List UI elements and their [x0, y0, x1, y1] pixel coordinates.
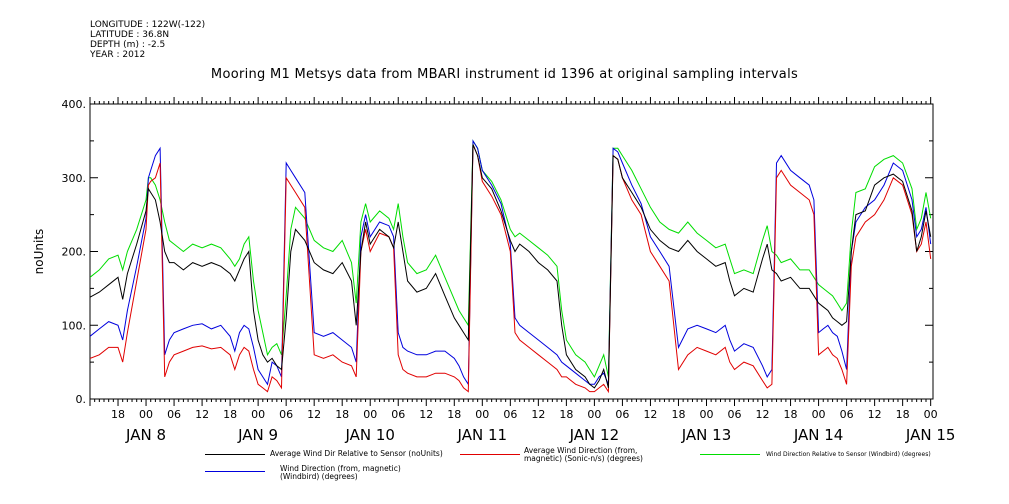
x-hour-label: 06: [391, 408, 405, 421]
latitude-label: LATITUDE : 36.8N: [90, 30, 170, 40]
legend-swatch-sonic: [460, 454, 520, 455]
x-hour-label: 06: [728, 408, 742, 421]
y-tick-label: 200.: [62, 246, 87, 259]
x-date-label: JAN 12: [569, 426, 620, 444]
series-line-windbird-mag: [90, 139, 932, 386]
x-hour-label: 12: [531, 408, 545, 421]
x-hour-label: 00: [812, 408, 826, 421]
x-hour-label: 00: [251, 408, 265, 421]
x-hour-label: 06: [840, 408, 854, 421]
legend-label-windbird-mag: Wind Direction (from, magnetic) (Windbir…: [280, 464, 401, 481]
x-hour-label: 18: [896, 408, 910, 421]
x-hour-label: 06: [503, 408, 517, 421]
x-hour-label: 12: [419, 408, 433, 421]
x-date-label: JAN 13: [681, 426, 732, 444]
series-line-windbird-rel: [90, 139, 932, 378]
x-hour-label: 00: [924, 408, 938, 421]
x-hour-label: 12: [643, 408, 657, 421]
series-line-rel-sensor: [90, 144, 932, 389]
legend-swatch-windbird-mag: [205, 471, 265, 472]
x-hour-label: 06: [615, 408, 629, 421]
x-hour-label: 00: [363, 408, 377, 421]
x-hour-label: 00: [587, 408, 601, 421]
x-hour-label: 12: [756, 408, 770, 421]
longitude-label: LONGITUDE : 122W(-122): [90, 20, 206, 30]
x-hour-label: 18: [671, 408, 685, 421]
year-label: YEAR : 2012: [90, 50, 146, 60]
y-axis-label: noUnits: [32, 229, 46, 275]
y-tick-label: 0.: [76, 393, 87, 406]
legend-label-windbird-rel: Wind Direction Relative to Sensor (Windb…: [766, 451, 931, 458]
x-hour-label: 12: [307, 408, 321, 421]
x-hour-label: 12: [195, 408, 209, 421]
legend-label-sonic: Average Wind Direction (from, magnetic) …: [524, 446, 643, 463]
chart-title: Mooring M1 Metsys data from MBARI instru…: [210, 67, 799, 82]
depth-label: DEPTH (m) : -2.5: [90, 40, 166, 50]
x-hour-label: 18: [223, 408, 237, 421]
x-hour-label: 18: [784, 408, 798, 421]
series-line-sonic: [90, 144, 932, 394]
x-hour-label: 00: [139, 408, 153, 421]
x-hour-label: 00: [699, 408, 713, 421]
x-date-label: JAN 14: [793, 426, 844, 444]
x-date-label: JAN 10: [344, 426, 395, 444]
legend-label-rel-sensor: Average Wind Dir Relative to Sensor (noU…: [270, 449, 443, 458]
x-date-label: JAN 9: [237, 426, 278, 444]
x-hour-label: 18: [559, 408, 573, 421]
x-hour-label: 18: [447, 408, 461, 421]
x-hour-label: 06: [279, 408, 293, 421]
x-date-label: JAN 15: [905, 426, 956, 444]
y-tick-label: 300.: [62, 172, 87, 185]
legend-swatch-windbird-rel: [700, 454, 760, 455]
y-tick-label: 400.: [62, 98, 87, 111]
x-hour-label: 12: [868, 408, 882, 421]
x-hour-label: 18: [111, 408, 125, 421]
legend-swatch-rel-sensor: [205, 454, 265, 455]
x-hour-label: 18: [335, 408, 349, 421]
plot-frame: [89, 103, 934, 400]
x-date-label: JAN 8: [125, 426, 166, 444]
y-tick-label: 100.: [62, 319, 87, 332]
x-date-label: JAN 11: [457, 426, 508, 444]
x-hour-label: 00: [475, 408, 489, 421]
metadata-block: LONGITUDE : 122W(-122) LATITUDE : 36.8N …: [90, 20, 205, 60]
x-hour-label: 06: [167, 408, 181, 421]
